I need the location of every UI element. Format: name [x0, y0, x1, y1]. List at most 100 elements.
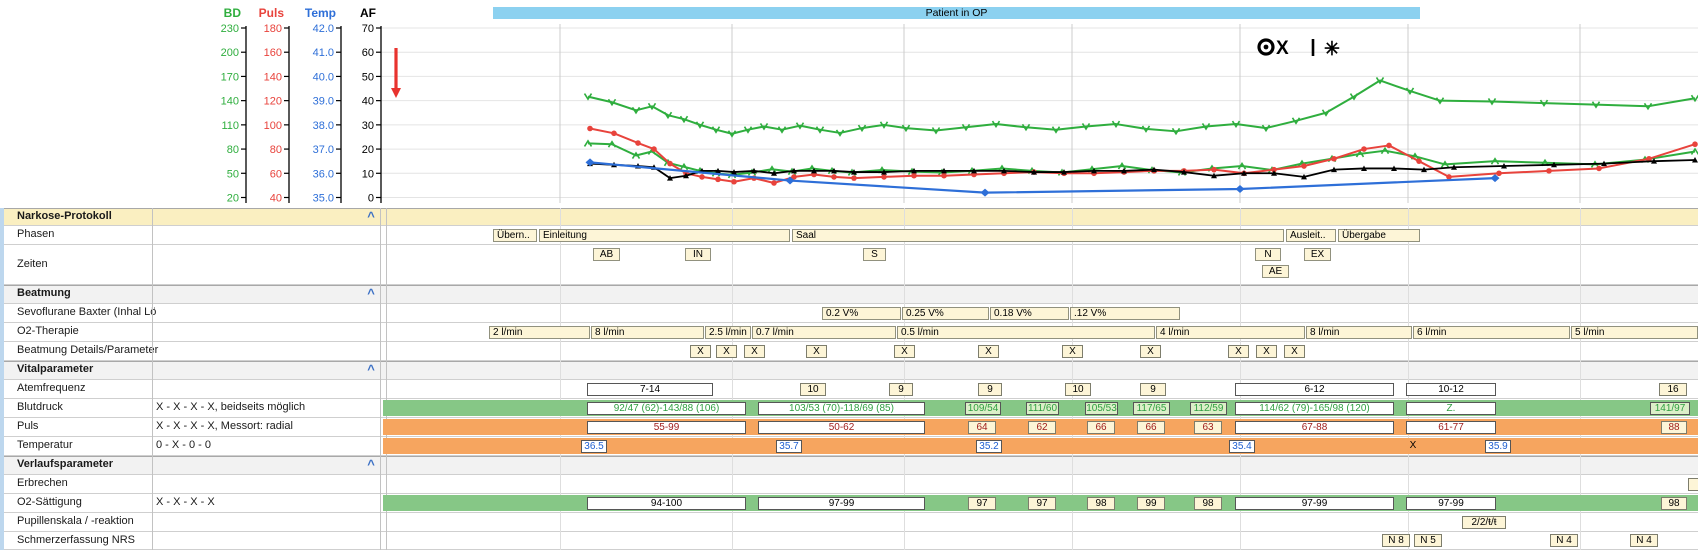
beatmung-details-value-box[interactable]: X	[1140, 344, 1161, 358]
atemfrequenz-value-box[interactable]: 9	[1140, 382, 1166, 396]
schmerzerfassung-nrs-value-box[interactable]: N 5	[1414, 534, 1442, 547]
beatmung-details-value-box[interactable]: X	[894, 344, 915, 358]
sevoflurane-value-box[interactable]: .12 V%	[1070, 306, 1180, 320]
o2-saettigung-value-box[interactable]: 97-99	[1406, 496, 1496, 510]
blutdruck-value-box[interactable]: Z.	[1406, 401, 1496, 415]
temperatur-value-box[interactable]: 36.5	[581, 439, 607, 453]
phasen-value-box[interactable]: Ausleit..	[1286, 228, 1336, 242]
beatmung-details-value-box[interactable]: X	[1284, 344, 1305, 358]
zeiten-value-box[interactable]: S	[863, 248, 886, 261]
o2-therapie-value-box[interactable]: 2 l/min	[489, 325, 590, 339]
axis-tick-label: 20	[227, 193, 239, 205]
temperatur-value-box[interactable]: 35.9	[1485, 439, 1511, 453]
axis-tick-label: 35.0	[313, 193, 334, 205]
beatmung-details-value-box[interactable]: X	[806, 344, 827, 358]
puls-value-box[interactable]: 67-88	[1235, 420, 1394, 434]
blutdruck-value-box[interactable]: 92/47 (62)-143/88 (106)	[587, 401, 746, 415]
blutdruck-value-box[interactable]: 103/53 (70)-118/69 (85)	[758, 401, 925, 415]
beatmung-details-value-box[interactable]: X	[716, 344, 737, 358]
blutdruck-value-box[interactable]: 141/97	[1650, 401, 1690, 415]
blutdruck-value-box[interactable]: 117/65	[1133, 401, 1170, 415]
erbrechen-value-box[interactable]	[1688, 477, 1698, 491]
o2-therapie-value-box[interactable]: 8 l/min	[1306, 325, 1412, 339]
o2-saettigung-value-box[interactable]: 97	[968, 496, 996, 510]
collapse-chevron-icon[interactable]: ^	[367, 286, 375, 301]
axis-tick-label: 50	[362, 71, 374, 83]
o2-saettigung-value-box[interactable]: 98	[1087, 496, 1115, 510]
blutdruck-value-box[interactable]: 111/60	[1026, 401, 1059, 415]
temperatur-value-box[interactable]: 35.7	[776, 439, 802, 453]
phasen-value-box[interactable]: Übern..	[493, 228, 537, 242]
pupillenskala-value-box[interactable]: 2/2/ŧ/ŧ	[1462, 515, 1506, 529]
puls-value-box[interactable]: 64	[968, 420, 996, 434]
temperatur-value-box[interactable]: 35.2	[976, 439, 1002, 453]
blutdruck-value-box[interactable]: 114/62 (79)-165/98 (120)	[1235, 401, 1394, 415]
puls-value-box[interactable]: 50-62	[758, 420, 925, 434]
temperatur-value-box[interactable]: X	[1409, 439, 1417, 451]
o2-therapie-value-box[interactable]: 4 l/min	[1156, 325, 1305, 339]
puls-value-box[interactable]: 88	[1661, 420, 1687, 434]
o2-therapie-value-box[interactable]: 8 l/min	[591, 325, 704, 339]
puls-value-box[interactable]: 63	[1194, 420, 1222, 434]
puls-value-box[interactable]: 62	[1028, 420, 1056, 434]
o2-therapie-value-box[interactable]: 6 l/min	[1413, 325, 1570, 339]
zeiten-value-box[interactable]: N	[1255, 248, 1281, 261]
phasen-value-box[interactable]: Saal	[792, 228, 1284, 242]
collapse-chevron-icon[interactable]: ^	[367, 457, 375, 472]
table-v-gridline	[1580, 208, 1581, 550]
beatmung-details-value-box[interactable]: X	[744, 344, 765, 358]
blutdruck-value-box[interactable]: 109/54	[965, 401, 1001, 415]
zeiten-value-box[interactable]: AE	[1262, 265, 1289, 278]
o2-saettigung-value-box[interactable]: 97-99	[758, 496, 925, 510]
collapse-chevron-icon[interactable]: ^	[367, 209, 375, 224]
atemfrequenz-value-box[interactable]: 6-12	[1235, 382, 1394, 396]
beatmung-details-value-box[interactable]: X	[978, 344, 999, 358]
blutdruck-value-box[interactable]: 105/53	[1085, 401, 1118, 415]
schmerzerfassung-nrs-value-box[interactable]: N 4	[1550, 534, 1578, 547]
puls-value-box[interactable]: 55-99	[587, 420, 746, 434]
schmerzerfassung-nrs-value-box[interactable]: N 4	[1630, 534, 1658, 547]
table-column-border	[152, 208, 153, 550]
o2-saettigung-value-box[interactable]: 97-99	[1235, 496, 1394, 510]
zeiten-value-box[interactable]: EX	[1304, 248, 1331, 261]
o2-saettigung-value-box[interactable]: 98	[1661, 496, 1687, 510]
atemfrequenz-value-box[interactable]: 10	[1065, 382, 1091, 396]
zeiten-value-box[interactable]: AB	[593, 248, 620, 261]
blutdruck-value-box[interactable]: 112/59	[1190, 401, 1227, 415]
atemfrequenz-value-box[interactable]: 7-14	[587, 382, 713, 396]
sevoflurane-value-box[interactable]: 0.25 V%	[902, 306, 989, 320]
axis-tick-label: 60	[362, 47, 374, 59]
beatmung-details-value-box[interactable]: X	[1062, 344, 1083, 358]
atemfrequenz-value-box[interactable]: 16	[1659, 382, 1687, 396]
o2-saettigung-value-box[interactable]: 99	[1137, 496, 1165, 510]
o2-saettigung-value-box[interactable]: 94-100	[587, 496, 746, 510]
zeiten-value-box[interactable]: IN	[685, 248, 711, 261]
atemfrequenz-value-box[interactable]: 10-12	[1406, 382, 1496, 396]
o2-therapie-value-box[interactable]: 2.5 l/min	[705, 325, 751, 339]
phasen-value-box[interactable]: Übergabe	[1338, 228, 1420, 242]
beatmung-details-value-box[interactable]: X	[690, 344, 711, 358]
o2-saettigung-value-box[interactable]: 97	[1028, 496, 1056, 510]
o2-therapie-value-box[interactable]: 0.5 l/min	[897, 325, 1155, 339]
o2-therapie-value-box[interactable]: 0.7 l/min	[752, 325, 896, 339]
o2-saettigung-value-box[interactable]: 98	[1194, 496, 1222, 510]
puls-value-box[interactable]: 66	[1087, 420, 1115, 434]
sevoflurane-value-box[interactable]: 0.2 V%	[822, 306, 901, 320]
o2-therapie-value-box[interactable]: 5 l/min	[1571, 325, 1698, 339]
temperatur-value-box[interactable]: 35.4	[1229, 439, 1255, 453]
table-v-gridline	[904, 208, 905, 550]
table-column-border	[386, 208, 387, 550]
beatmung-details-value-box[interactable]: X	[1228, 344, 1249, 358]
atemfrequenz-value-box[interactable]: 10	[800, 382, 826, 396]
phasen-value-box[interactable]: Einleitung	[539, 228, 790, 242]
puls-value-box[interactable]: 61-77	[1406, 420, 1496, 434]
schmerzerfassung-nrs-value-box[interactable]: N 8	[1382, 534, 1410, 547]
collapse-chevron-icon[interactable]: ^	[367, 362, 375, 377]
patient-in-op-bar[interactable]	[493, 7, 1420, 19]
beatmung-details-value-box[interactable]: X	[1256, 344, 1277, 358]
atemfrequenz-value-box[interactable]: 9	[978, 382, 1002, 396]
sevoflurane-value-box[interactable]: 0.18 V%	[990, 306, 1069, 320]
puls-value-box[interactable]: 66	[1137, 420, 1165, 434]
atemfrequenz-value-box[interactable]: 9	[889, 382, 913, 396]
axis-tick-label: 80	[227, 144, 239, 156]
